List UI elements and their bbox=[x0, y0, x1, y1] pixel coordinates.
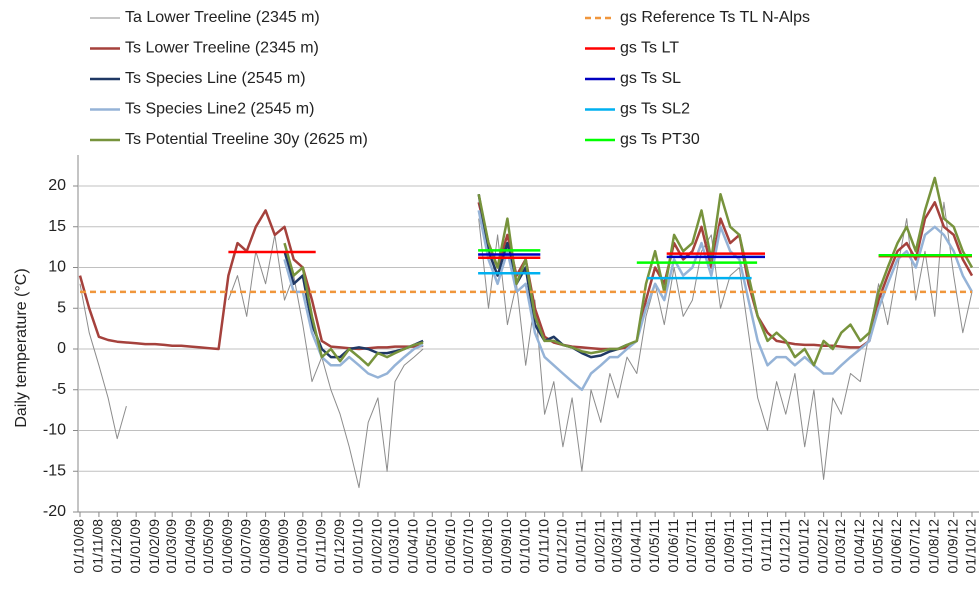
y-tick-label: -20 bbox=[43, 503, 66, 520]
x-tick-label: 01/11/11 bbox=[758, 519, 774, 572]
series-line bbox=[283, 193, 628, 359]
y-tick-label: 10 bbox=[48, 259, 66, 276]
x-tick-label: 01/09/10 bbox=[498, 519, 514, 574]
x-tick-label: 01/12/10 bbox=[554, 519, 570, 574]
x-tick-label: 01/01/12 bbox=[795, 519, 811, 574]
x-tick-label: 01/05/11 bbox=[646, 519, 662, 573]
x-tick-label: 01/02/10 bbox=[369, 519, 385, 574]
x-tick-label: 01/01/10 bbox=[350, 519, 366, 574]
x-tick-label: 01/11/08 bbox=[90, 519, 106, 573]
x-tick-label: 01/12/08 bbox=[108, 519, 124, 574]
x-tick-label: 01/06/09 bbox=[219, 519, 235, 574]
legend-label: gs Ts SL2 bbox=[620, 101, 690, 118]
series-line bbox=[228, 250, 972, 259]
legend-label: gs Reference Ts TL N-Alps bbox=[620, 9, 810, 26]
x-tick-label: 01/03/11 bbox=[609, 519, 625, 573]
x-tick-label: 01/09/12 bbox=[944, 519, 960, 574]
x-tick-label: 01/08/10 bbox=[479, 519, 495, 574]
legend-label: gs Ts SL bbox=[620, 70, 681, 87]
x-tick-label: 01/05/12 bbox=[869, 519, 885, 574]
x-tick-label: 01/09/09 bbox=[275, 519, 291, 574]
x-tick-label: 01/10/11 bbox=[739, 519, 755, 573]
x-tick-label: 01/07/12 bbox=[907, 519, 923, 574]
x-tick-label: 01/12/11 bbox=[776, 519, 792, 573]
series-line bbox=[79, 201, 973, 489]
x-tick-label: 01/10/09 bbox=[294, 519, 310, 574]
x-tick-label: 01/02/12 bbox=[814, 519, 830, 574]
x-tick-label: 01/06/11 bbox=[665, 519, 681, 573]
x-tick-label: 01/06/12 bbox=[888, 519, 904, 574]
x-tick-label: 01/05/10 bbox=[423, 519, 439, 574]
x-tick-label: 01/01/09 bbox=[127, 519, 143, 574]
legend-label: gs Ts LT bbox=[620, 40, 679, 57]
legend-label: gs Ts PT30 bbox=[620, 131, 700, 148]
y-tick-label: -10 bbox=[43, 422, 66, 439]
x-tick-label: 01/07/10 bbox=[460, 519, 476, 574]
x-tick-label: 01/06/10 bbox=[442, 519, 458, 574]
y-tick-label: 20 bbox=[48, 177, 66, 194]
y-tick-label: 15 bbox=[48, 218, 66, 235]
x-tick-label: 01/03/10 bbox=[386, 519, 402, 574]
series-line bbox=[283, 210, 974, 392]
x-tick-label: 01/01/11 bbox=[573, 519, 589, 573]
x-tick-label: 01/08/11 bbox=[702, 519, 718, 573]
y-tick-label: 5 bbox=[57, 299, 66, 316]
x-tick-label: 01/03/12 bbox=[832, 519, 848, 574]
x-tick-label: 01/08/09 bbox=[256, 519, 272, 574]
x-tick-label: 01/07/11 bbox=[683, 519, 699, 573]
x-tick-label: 01/10/10 bbox=[516, 519, 532, 574]
series-line bbox=[478, 249, 972, 264]
legend-label: Ts Potential Treeline 30y (2625 m) bbox=[125, 131, 368, 148]
x-tick-label: 01/04/10 bbox=[405, 519, 421, 574]
series-line bbox=[478, 253, 765, 259]
series-line bbox=[478, 271, 752, 280]
x-tick-label: 01/04/12 bbox=[851, 519, 867, 574]
x-tick-label: 01/09/11 bbox=[721, 519, 737, 573]
legend-label: Ts Species Line2 (2545 m) bbox=[125, 101, 314, 118]
x-tick-label: 01/02/09 bbox=[146, 519, 162, 574]
x-tick-label: 01/04/09 bbox=[182, 519, 198, 574]
x-tick-label: 01/02/11 bbox=[591, 519, 607, 573]
x-tick-label: 01/04/11 bbox=[628, 519, 644, 573]
y-tick-label: -5 bbox=[52, 381, 66, 398]
legend-label: Ta Lower Treeline (2345 m) bbox=[125, 9, 320, 26]
series-line bbox=[283, 176, 974, 367]
x-tick-label: 01/12/09 bbox=[331, 519, 347, 574]
y-tick-label: 0 bbox=[57, 340, 66, 357]
legend-label: Ts Species Line (2545 m) bbox=[125, 70, 306, 87]
x-tick-label: 01/07/09 bbox=[237, 519, 253, 574]
x-tick-label: 01/11/10 bbox=[535, 519, 551, 573]
x-tick-label: 01/10/12 bbox=[963, 519, 979, 574]
x-tick-label: 01/03/09 bbox=[163, 519, 179, 574]
x-tick-label: 01/05/09 bbox=[200, 519, 216, 574]
y-tick-label: -15 bbox=[43, 462, 66, 479]
legend-label: Ts Lower Treeline (2345 m) bbox=[125, 40, 319, 57]
y-axis-label: Daily temperature (°C) bbox=[13, 268, 30, 427]
x-tick-label: 01/08/12 bbox=[925, 519, 941, 574]
x-tick-label: 01/10/08 bbox=[71, 519, 87, 574]
x-tick-label: 01/11/09 bbox=[312, 519, 328, 573]
